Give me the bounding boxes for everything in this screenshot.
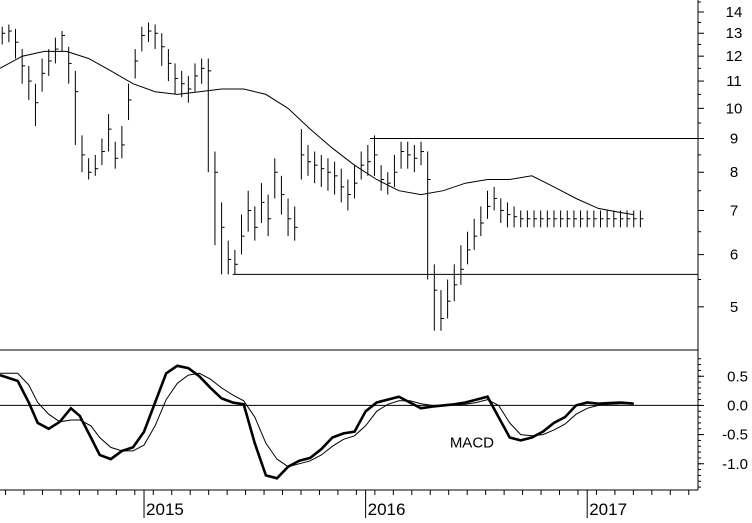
price-y-tick-label: 5 (730, 299, 738, 316)
macd-line (0, 364, 634, 480)
x-tick-label: 2016 (368, 500, 406, 518)
price-y-tick-label: 7 (730, 202, 738, 219)
macd-y-tick-label: 0.5 (727, 368, 748, 385)
price-y-tick-label: 12 (726, 48, 743, 65)
macd-y-tick-label: -1.0 (722, 456, 748, 473)
price-y-tick-label: 13 (726, 25, 743, 42)
price-y-tick-label: 14 (726, 4, 743, 21)
price-y-tick-label: 10 (726, 100, 743, 117)
x-tick-label: 2017 (589, 500, 627, 518)
signal-line (0, 372, 634, 468)
price-y-tick-label: 9 (730, 131, 738, 148)
macd-y-tick-label: -0.5 (722, 427, 748, 444)
price-y-tick-label: 6 (730, 247, 738, 264)
price-y-tick-label: 8 (730, 164, 738, 181)
macd-y-tick-label: 0.0 (727, 397, 748, 414)
moving-average-line (0, 50, 634, 216)
macd-label: MACD (450, 434, 494, 451)
x-tick-label: 2015 (146, 500, 184, 518)
price-y-tick-label: 11 (726, 73, 742, 90)
